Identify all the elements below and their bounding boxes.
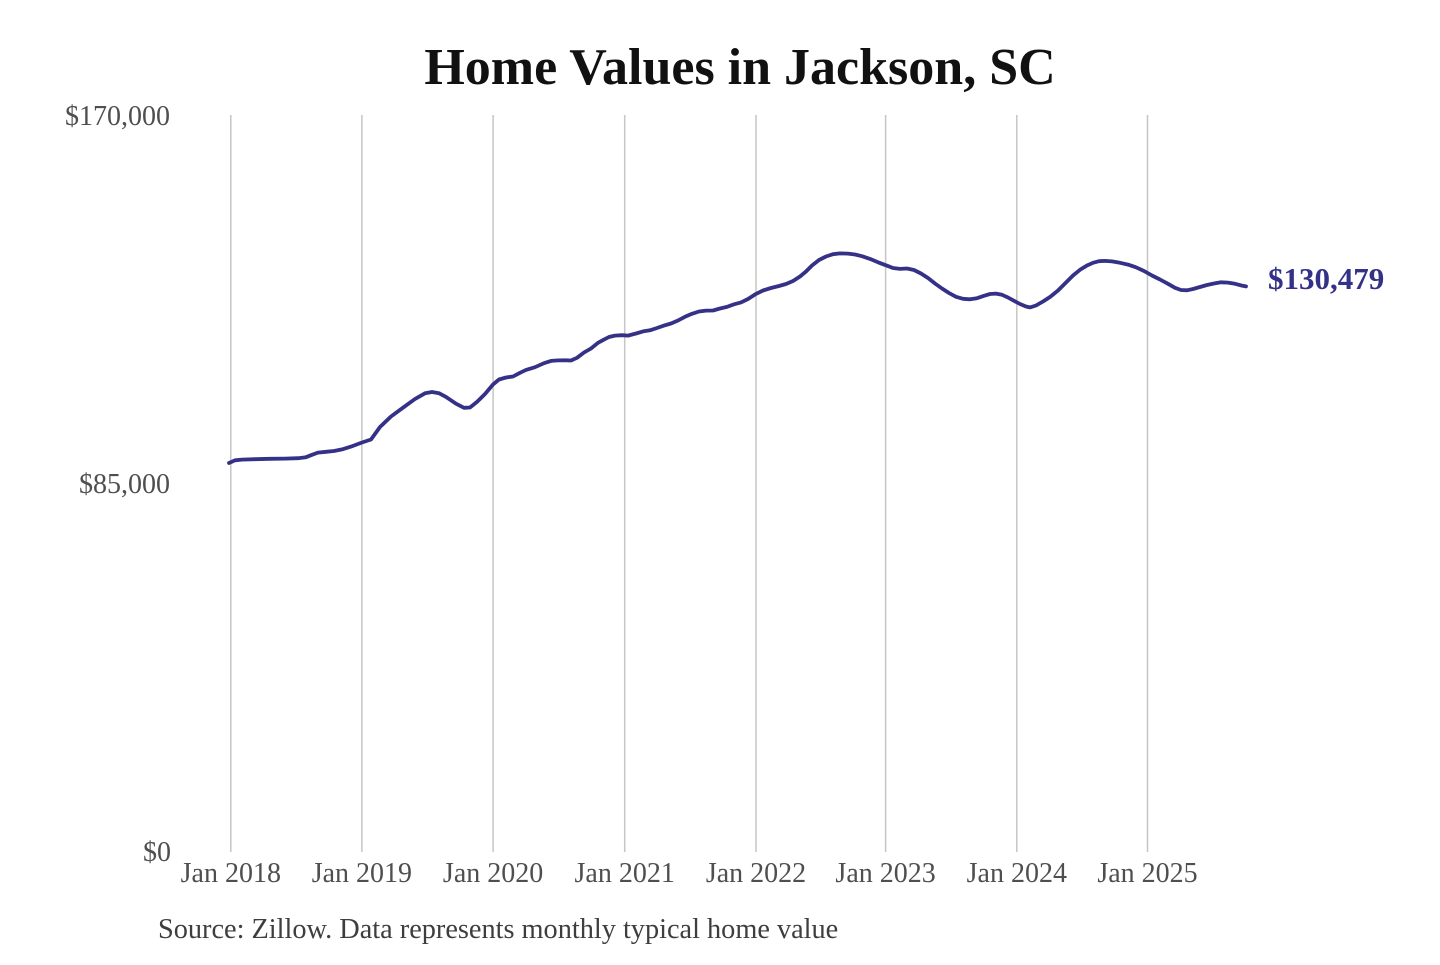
svg-text:$0: $0 [143, 837, 171, 868]
svg-text:Jan 2024: Jan 2024 [967, 858, 1067, 889]
svg-text:Jan 2021: Jan 2021 [575, 858, 675, 889]
svg-text:Jan 2022: Jan 2022 [706, 858, 806, 889]
svg-text:$85,000: $85,000 [79, 469, 170, 500]
svg-text:Jan 2025: Jan 2025 [1097, 858, 1197, 889]
svg-text:Jan 2020: Jan 2020 [443, 858, 543, 889]
svg-text:$170,000: $170,000 [65, 101, 170, 132]
svg-text:Jan 2018: Jan 2018 [181, 858, 281, 889]
svg-text:Jan 2023: Jan 2023 [835, 858, 935, 889]
svg-text:Home Values in Jackson, SC: Home Values in Jackson, SC [424, 39, 1055, 96]
svg-text:Source: Zillow. Data represent: Source: Zillow. Data represents monthly … [158, 914, 838, 945]
svg-text:Jan 2019: Jan 2019 [312, 858, 412, 889]
svg-text:$130,479: $130,479 [1268, 261, 1384, 296]
